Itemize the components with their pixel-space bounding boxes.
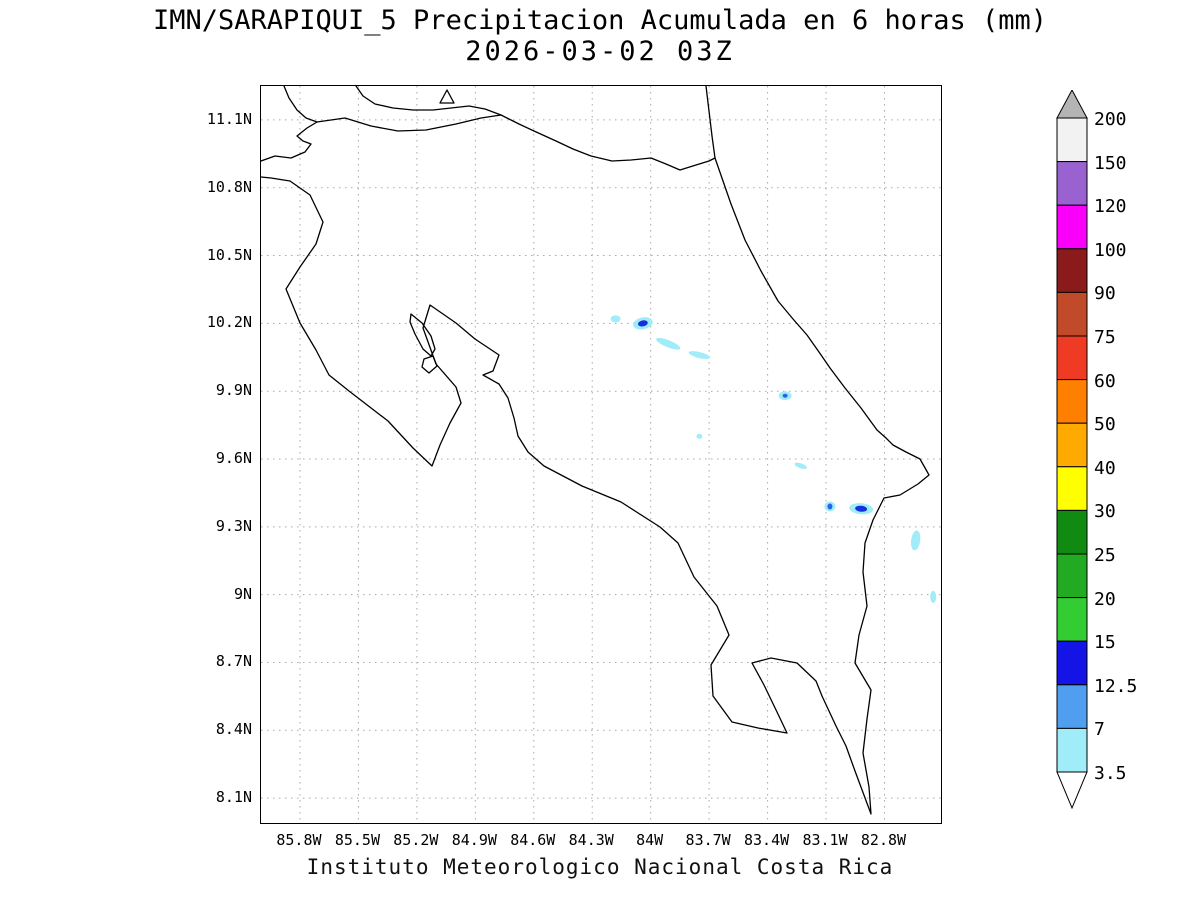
colorbar-level-label: 20 xyxy=(1094,588,1116,610)
precip-cell-core xyxy=(855,505,868,512)
colorbar-level-label: 75 xyxy=(1094,327,1116,348)
colorbar-level-label: 200 xyxy=(1094,109,1127,130)
lon-tick-label: 85.2W xyxy=(393,831,439,849)
grid-layer xyxy=(261,86,941,823)
coastline-layer xyxy=(261,86,930,815)
lon-tick-label: 83.1W xyxy=(802,831,848,849)
colorbar-under-arrow xyxy=(1056,771,1088,810)
lon-tick-label: 85.8W xyxy=(276,831,322,849)
lat-tick-label: 8.1N xyxy=(215,788,252,807)
lat-tick-label: 9.3N xyxy=(215,516,252,535)
figure-footer: Instituto Meteorologico Nacional Costa R… xyxy=(306,855,894,879)
map-plot-area xyxy=(260,85,942,824)
colorbar-level-label: 60 xyxy=(1094,370,1116,392)
lon-tick-label: 84W xyxy=(636,831,664,849)
colorbar-segment xyxy=(1056,117,1088,163)
colorbar-canvas xyxy=(1056,88,1088,810)
colorbar-segment xyxy=(1056,684,1088,729)
lat-tick-label: 11.1N xyxy=(206,109,252,128)
colorbar-segment xyxy=(1056,466,1088,511)
precip-cell-core xyxy=(827,503,833,510)
colorbar-level-label: 40 xyxy=(1094,457,1116,479)
lat-tick-label: 10.5N xyxy=(206,245,252,264)
colorbar-level-label: 150 xyxy=(1094,152,1127,174)
lon-tick-label: 84.9W xyxy=(451,831,497,849)
precip-cell xyxy=(656,337,681,350)
colorbar-segment xyxy=(1056,509,1088,555)
colorbar-segment xyxy=(1056,379,1088,424)
lake-island xyxy=(439,89,455,104)
precipitation-layer xyxy=(610,315,937,603)
colorbar-level-label: 3.5 xyxy=(1094,763,1127,784)
colorbar-level-label: 15 xyxy=(1094,632,1116,654)
lon-tick-label: 85.5W xyxy=(334,831,380,849)
colorbar-segment xyxy=(1056,727,1088,773)
colorbar-segment xyxy=(1056,597,1088,642)
colorbar-segment xyxy=(1056,291,1088,337)
colorbar-segment xyxy=(1056,248,1088,293)
lon-tick-label: 84.3W xyxy=(568,831,614,849)
colorbar-segment xyxy=(1056,335,1088,381)
precip-cell xyxy=(688,351,711,359)
colorbar-segment xyxy=(1056,640,1088,686)
colorbar-level-label: 50 xyxy=(1094,414,1116,436)
colorbar xyxy=(1055,88,1089,810)
precip-cell-core xyxy=(782,393,788,398)
lon-tick-label: 82.8W xyxy=(860,831,907,849)
lat-tick-label: 9.6N xyxy=(215,449,252,468)
lat-tick-label: 8.7N xyxy=(215,652,252,671)
precip-cell xyxy=(911,530,921,551)
colorbar-level-label: 100 xyxy=(1094,239,1127,261)
lat-tick-label: 10.2N xyxy=(206,313,252,332)
colorbar-level-label: 30 xyxy=(1094,501,1116,523)
lat-tick-label: 9N xyxy=(233,584,252,603)
map-canvas xyxy=(261,86,941,823)
colorbar-segment xyxy=(1056,161,1088,206)
precip-cell xyxy=(696,433,703,439)
lat-tick-label: 10.8N xyxy=(206,177,252,196)
lon-tick-label: 83.4W xyxy=(744,831,790,849)
figure-title: IMN/SARAPIQUI_5 Precipitacion Acumulada … xyxy=(152,5,1048,36)
colorbar-segment xyxy=(1056,553,1088,599)
small-gulf-island xyxy=(421,355,438,374)
costa-rica-outline xyxy=(261,114,930,815)
colorbar-level-label: 12.5 xyxy=(1094,675,1138,697)
colorbar-level-label: 90 xyxy=(1094,283,1116,305)
lon-tick-label: 83.7W xyxy=(685,831,731,849)
lat-tick-label: 8.4N xyxy=(215,720,252,739)
colorbar-level-label: 25 xyxy=(1094,545,1116,566)
nicaragua-pacific-coast xyxy=(283,86,318,123)
nicaragua-caribbean-coast xyxy=(705,86,716,159)
lon-tick-label: 84.6W xyxy=(510,831,556,849)
figure-subtitle: 2026-03-02 03Z xyxy=(465,36,735,67)
colorbar-level-label: 120 xyxy=(1094,196,1127,218)
colorbar-segment xyxy=(1056,422,1088,468)
precip-cell xyxy=(930,590,937,603)
precip-cell xyxy=(794,462,807,470)
precip-cell-core xyxy=(637,320,648,327)
colorbar-level-label: 7 xyxy=(1094,719,1105,741)
colorbar-segment xyxy=(1056,204,1088,250)
colorbar-over-arrow xyxy=(1056,88,1088,119)
lake-nicaragua-shore xyxy=(355,86,502,116)
precip-cell xyxy=(610,315,621,323)
lat-tick-label: 9.9N xyxy=(215,381,252,400)
